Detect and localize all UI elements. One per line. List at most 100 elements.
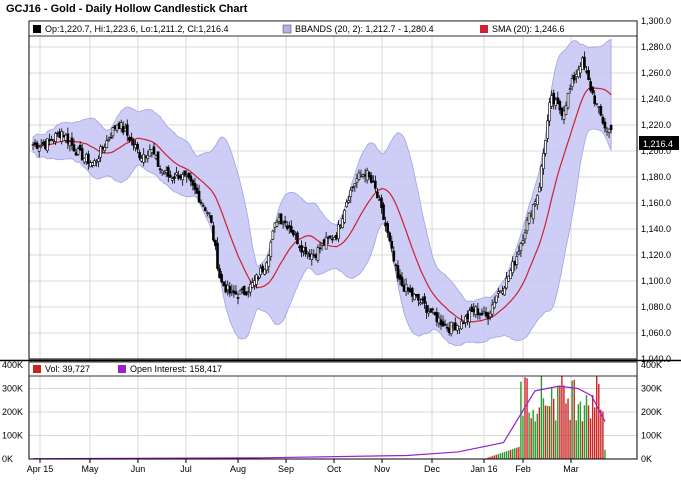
- candle-body: [197, 190, 201, 203]
- volume-bar: [567, 398, 569, 459]
- candle-body: [146, 154, 150, 159]
- candle-body: [249, 284, 252, 293]
- candle-body: [579, 66, 582, 74]
- candle-body: [554, 99, 558, 106]
- candle-body: [54, 133, 57, 142]
- volume-bar: [555, 420, 557, 459]
- price-legend: Op:1,220.7, Hi:1,223.6, Lo:1,211.2, Cl:1…: [28, 20, 638, 37]
- candle-body: [419, 302, 422, 305]
- candle-body: [589, 81, 592, 91]
- candle-body: [474, 306, 478, 315]
- volume-tick-label-right: 300K: [641, 384, 662, 394]
- volume-bar: [561, 371, 563, 459]
- volume-tick-label-right: 200K: [641, 407, 662, 417]
- volume-bar: [542, 398, 545, 459]
- candle-body: [609, 125, 613, 130]
- candle-body: [171, 178, 174, 181]
- volume-bar: [505, 451, 508, 459]
- candle-body: [355, 178, 359, 183]
- candle-body: [95, 160, 98, 163]
- candle-body: [568, 88, 572, 90]
- candle-body: [566, 93, 570, 109]
- candle-body: [173, 176, 176, 179]
- candle-body: [269, 241, 273, 257]
- candle-body: [347, 200, 351, 203]
- candle-body: [234, 291, 238, 295]
- candle-body: [525, 219, 529, 232]
- last-price-tag: 1,216.4: [639, 136, 679, 150]
- candle-body: [425, 305, 428, 313]
- month-tick-label: May: [81, 464, 99, 474]
- candle-body: [570, 78, 574, 88]
- candle-body: [107, 139, 111, 141]
- candle-body: [431, 308, 435, 311]
- volume-bar: [573, 379, 575, 459]
- volume-bar: [559, 386, 561, 459]
- volume-bar: [520, 381, 522, 459]
- candle-body: [162, 172, 166, 175]
- candle-body: [169, 174, 172, 178]
- price-tick-label: 1,280.0: [641, 42, 671, 52]
- candle-body: [195, 187, 199, 194]
- candle-body: [523, 232, 527, 240]
- candle-body: [244, 291, 248, 296]
- candle-body: [185, 175, 189, 177]
- sma-swatch: [480, 25, 488, 33]
- volume-bar: [577, 404, 579, 459]
- candle-body: [105, 140, 109, 149]
- candle-body: [458, 326, 461, 329]
- candle-body: [538, 186, 541, 193]
- candle-body: [376, 191, 379, 199]
- volume-bar: [522, 415, 524, 459]
- candle-body: [216, 242, 219, 269]
- volume-legend: Vol: 39,727 Open Interest: 158,417: [28, 361, 638, 377]
- candle-body: [31, 144, 35, 146]
- candle-body: [316, 247, 320, 261]
- candle-body: [359, 175, 363, 177]
- volume-bar: [548, 406, 551, 459]
- candle-body: [529, 215, 533, 218]
- candle-body: [283, 220, 287, 223]
- candle-body: [91, 162, 94, 166]
- candle-body: [607, 128, 611, 133]
- candle-body: [257, 277, 260, 280]
- candle-body: [378, 199, 381, 201]
- sma-readout: SMA (20): 1,246.6: [492, 24, 565, 34]
- candle-body: [93, 160, 96, 167]
- candle-body: [87, 153, 90, 164]
- candle-body: [33, 142, 37, 145]
- volume-bar: [589, 418, 592, 459]
- candle-body: [562, 110, 566, 120]
- volume-bar: [585, 395, 588, 459]
- candle-body: [261, 265, 264, 272]
- candle-body: [402, 285, 406, 292]
- candle-body: [556, 97, 560, 104]
- volume-bar: [602, 411, 604, 459]
- candle-body: [56, 132, 59, 135]
- candle-body: [337, 224, 340, 239]
- candle-body: [470, 306, 474, 313]
- candle-body: [52, 139, 55, 142]
- candle-body: [152, 146, 156, 155]
- candle-body: [599, 105, 603, 116]
- volume-bar: [536, 413, 538, 459]
- candle-body: [214, 239, 217, 247]
- candle-body: [542, 153, 545, 170]
- candle-body: [333, 237, 336, 241]
- candle-body: [134, 144, 137, 149]
- candle-body: [144, 156, 148, 158]
- candle-body: [154, 155, 158, 159]
- volume-bar: [571, 380, 573, 459]
- candle-body: [353, 183, 357, 187]
- candle-body: [277, 216, 281, 222]
- volume-bar: [530, 418, 532, 459]
- candle-body: [509, 270, 512, 279]
- candle-body: [597, 106, 601, 108]
- candle-body: [517, 251, 521, 255]
- month-tick-label: Mar: [563, 464, 579, 474]
- bband-area: [32, 38, 612, 346]
- candle-body: [189, 175, 193, 182]
- candle-body: [218, 268, 221, 278]
- candle-body: [228, 286, 232, 294]
- candle-body: [76, 148, 80, 155]
